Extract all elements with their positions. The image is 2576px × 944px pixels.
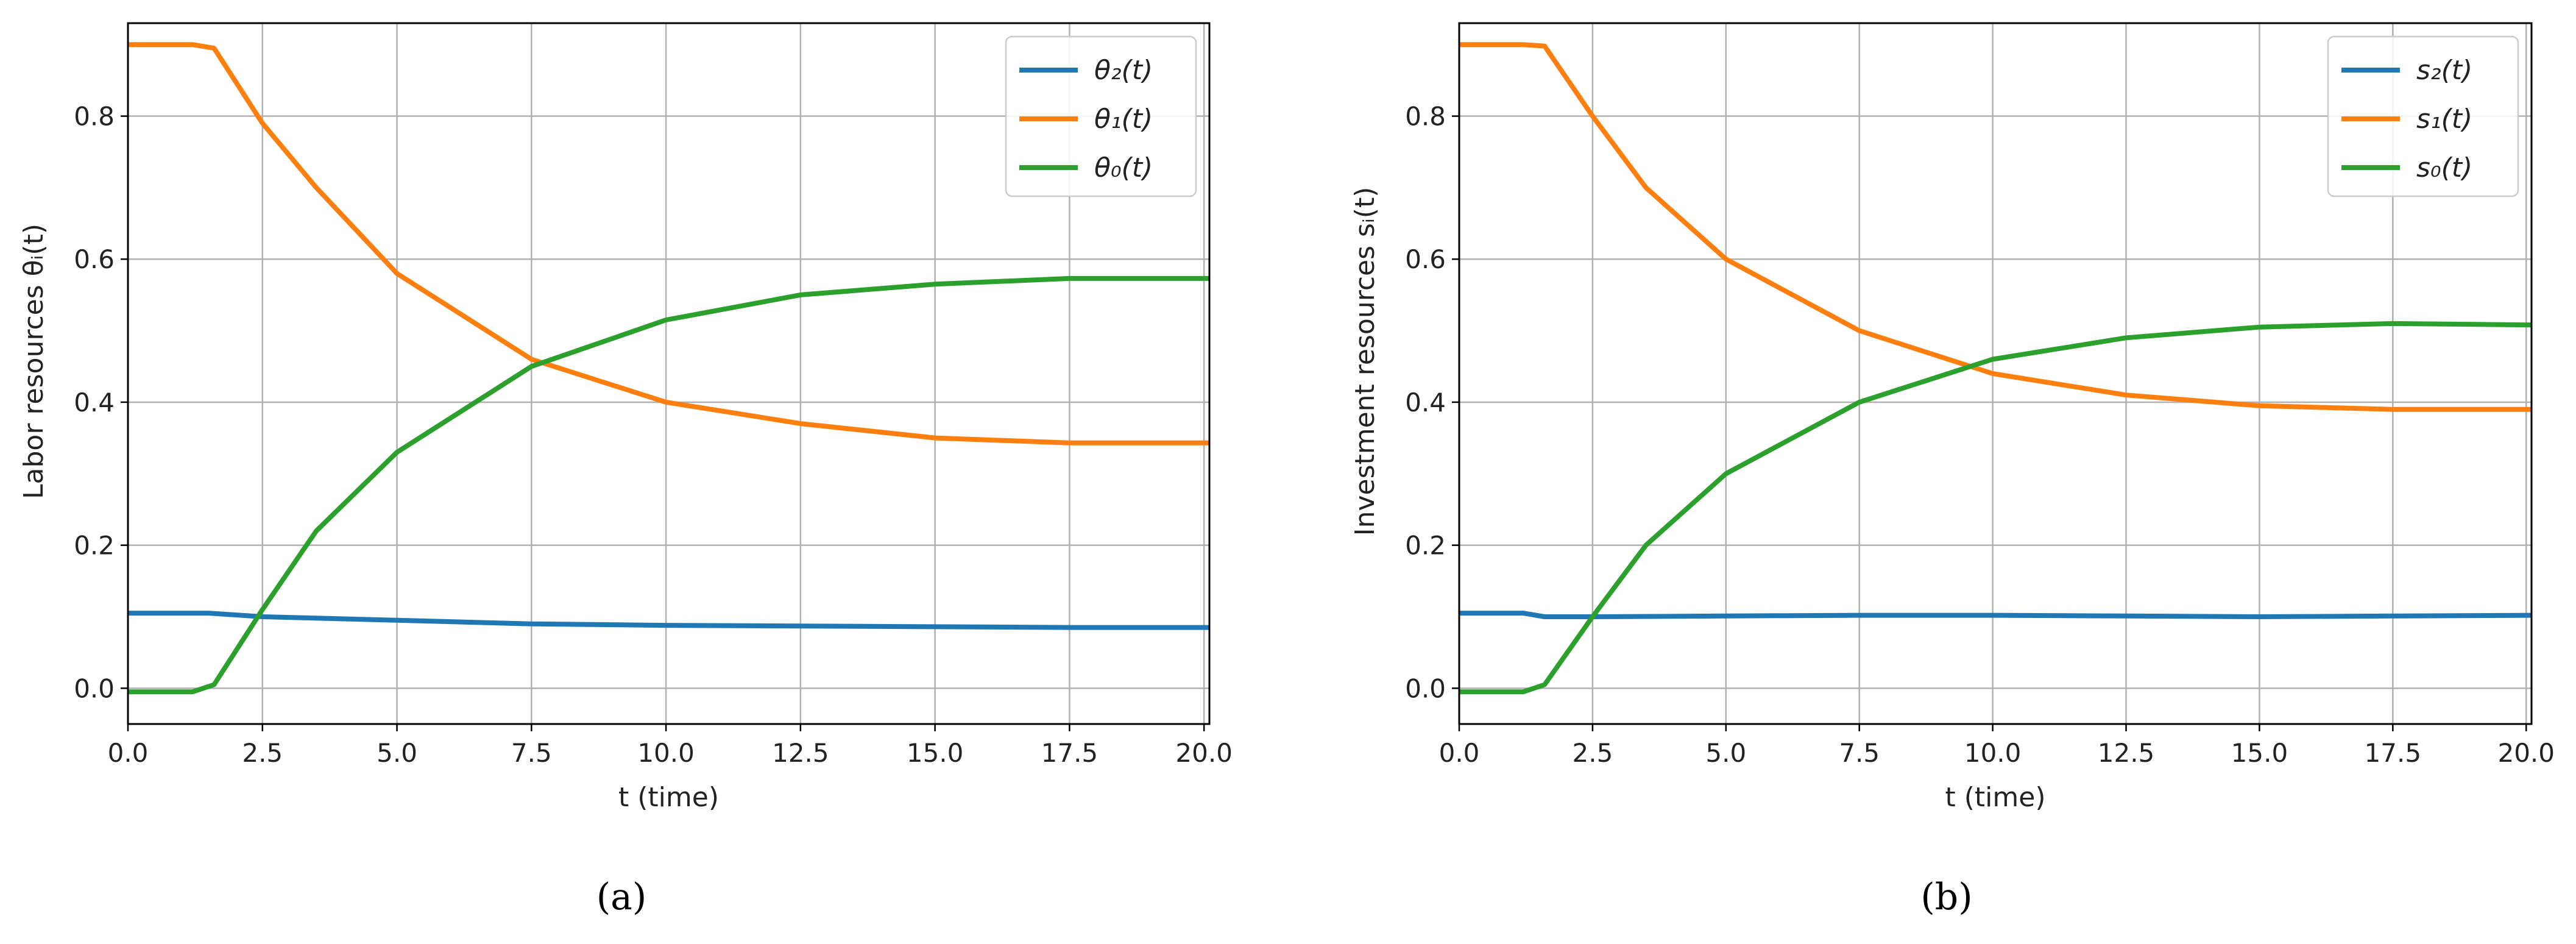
- legend-box: [1005, 35, 1197, 197]
- y-tick-label: 0.0: [1405, 673, 1446, 703]
- series-line-1: [1459, 42, 2532, 412]
- legend-label-0: θ₂(t): [1094, 55, 1153, 86]
- x-tick-label: 2.5: [242, 738, 283, 768]
- series-line-2: [1459, 321, 2532, 695]
- legend-label-0: s₂(t): [2416, 55, 2472, 86]
- y-tick-label: 0.6: [74, 244, 115, 274]
- plot-frame: [1458, 22, 2533, 725]
- x-tick-label: 5.0: [1705, 738, 1746, 768]
- y-tick-label: 0.0: [74, 673, 115, 703]
- x-tick-label: 15.0: [907, 738, 964, 768]
- x-tick-label: 12.5: [2098, 738, 2155, 768]
- x-tick-label: 7.5: [511, 738, 552, 768]
- series-line-1: [128, 42, 1209, 445]
- x-tick-label: 15.0: [2231, 738, 2288, 768]
- x-tick-label: 10.0: [637, 738, 695, 768]
- x-tick-label: 20.0: [1175, 738, 1233, 768]
- x-axis-label: t (time): [1945, 782, 2046, 813]
- y-tick-label: 0.4: [1405, 388, 1446, 417]
- x-tick-label: 7.5: [1839, 738, 1880, 768]
- y-tick-label: 0.2: [1405, 531, 1446, 561]
- legend-label-1: s₁(t): [2416, 104, 2472, 135]
- y-axis-label: Labor resources θᵢ(t): [18, 224, 49, 499]
- legend-label-2: θ₀(t): [1094, 152, 1153, 183]
- y-axis-label: Investment resources sᵢ(t): [1350, 187, 1381, 536]
- x-tick-label: 17.5: [2365, 738, 2422, 768]
- y-tick-label: 0.6: [1405, 244, 1446, 274]
- x-tick-label: 0.0: [108, 738, 149, 768]
- legend-label-1: θ₁(t): [1094, 104, 1153, 135]
- x-tick-label: 10.0: [1964, 738, 2022, 768]
- legend-label-2: s₀(t): [2416, 152, 2472, 183]
- plot-frame: [127, 22, 1211, 725]
- x-tick-label: 20.0: [2497, 738, 2555, 768]
- x-tick-label: 12.5: [772, 738, 829, 768]
- x-tick-label: 2.5: [1573, 738, 1613, 768]
- legend-box: [2327, 35, 2519, 197]
- panel-caption: (b): [1920, 876, 1972, 918]
- x-tick-label: 5.0: [377, 738, 417, 768]
- y-tick-label: 0.8: [74, 102, 115, 132]
- x-tick-label: 0.0: [1439, 738, 1480, 768]
- series-line-0: [1459, 611, 2532, 619]
- panel-a: 0.0 2.5 5.0 7.5 10.0 12.5 15.0 17.5 20.0 0.0 0.2 0.…: [18, 22, 1233, 918]
- series-line-0: [128, 611, 1209, 630]
- y-tick-label: 0.8: [1405, 102, 1446, 132]
- x-tick-label: 17.5: [1041, 738, 1099, 768]
- panel-caption: (a): [596, 876, 647, 918]
- y-tick-label: 0.4: [74, 388, 115, 417]
- series-line-2: [128, 275, 1209, 695]
- panel-b: 0.0 2.5 5.0 7.5 10.0 12.5 15.0 17.5 20.0 0.0 0.2 0.…: [1350, 22, 2555, 918]
- legend: θ₂(t) θ₁(t) θ₀(t): [1005, 35, 1197, 197]
- y-tick-label: 0.2: [74, 531, 115, 561]
- legend: s₂(t) s₁(t) s₀(t): [2327, 35, 2519, 197]
- x-axis-label: t (time): [618, 782, 719, 813]
